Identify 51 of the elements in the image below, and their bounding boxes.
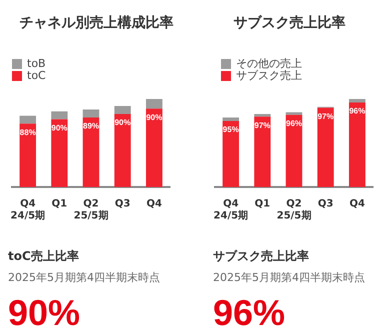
annotation: 88% bbox=[20, 128, 36, 137]
bar bbox=[146, 108, 162, 187]
chart-title: サブスク売上比率 bbox=[232, 14, 346, 32]
bar bbox=[348, 99, 366, 103]
annotation: 90% bbox=[114, 118, 131, 128]
bar bbox=[222, 121, 240, 187]
annotation: 90% bbox=[51, 123, 68, 132]
bar bbox=[146, 99, 162, 109]
x-tick-label: Q2 25/5期 bbox=[276, 198, 312, 222]
bar bbox=[317, 108, 334, 187]
text: toC売上比率 bbox=[8, 248, 80, 265]
x-tick-label: Q1 bbox=[254, 198, 270, 210]
legend-label: toB bbox=[27, 57, 46, 70]
bar bbox=[222, 117, 240, 121]
annotation: 96% bbox=[286, 119, 302, 128]
bar bbox=[20, 116, 36, 124]
bar bbox=[51, 111, 68, 120]
annotation: 96% bbox=[349, 106, 366, 116]
text: 90% bbox=[8, 292, 82, 333]
text: サブスク売上比率 bbox=[213, 248, 310, 265]
x-tick-label: Q3 bbox=[114, 198, 130, 210]
bar bbox=[82, 117, 100, 187]
bar bbox=[254, 114, 271, 117]
x-tick-label: Q4 24/5期 bbox=[10, 198, 46, 222]
annotation: 90% bbox=[146, 112, 162, 122]
bar bbox=[254, 116, 271, 187]
x-tick-label: Q4 bbox=[146, 198, 162, 210]
annotation: 95% bbox=[222, 125, 239, 134]
annotation: 97% bbox=[254, 120, 270, 130]
bar bbox=[348, 102, 366, 187]
bar bbox=[286, 112, 302, 115]
x-tick-label: Q1 bbox=[52, 198, 68, 210]
bar bbox=[82, 110, 100, 118]
text: 2025年5月期第4四半期末時点 bbox=[213, 270, 366, 285]
legend-label: サブスク売上 bbox=[236, 69, 302, 82]
legend-label: toC bbox=[27, 69, 46, 82]
bar bbox=[20, 124, 36, 187]
x-tick-label: Q4 24/5期 bbox=[214, 198, 248, 222]
bar bbox=[286, 114, 302, 187]
bar bbox=[51, 119, 68, 187]
chart-title: チャネル別売上構成比率 bbox=[18, 14, 174, 32]
bar bbox=[114, 114, 131, 187]
annotation: 97% bbox=[318, 112, 334, 122]
bar bbox=[114, 106, 131, 114]
text: 2025年5月期第4四半期末時点 bbox=[8, 270, 161, 285]
text: 96% bbox=[213, 292, 286, 333]
legend-label: その他の売上 bbox=[236, 57, 302, 70]
x-tick-label: Q2 25/5期 bbox=[74, 198, 108, 222]
annotation: 89% bbox=[82, 122, 100, 131]
x-tick-label: Q4 bbox=[349, 198, 365, 210]
x-tick-label: Q3 bbox=[318, 198, 334, 210]
